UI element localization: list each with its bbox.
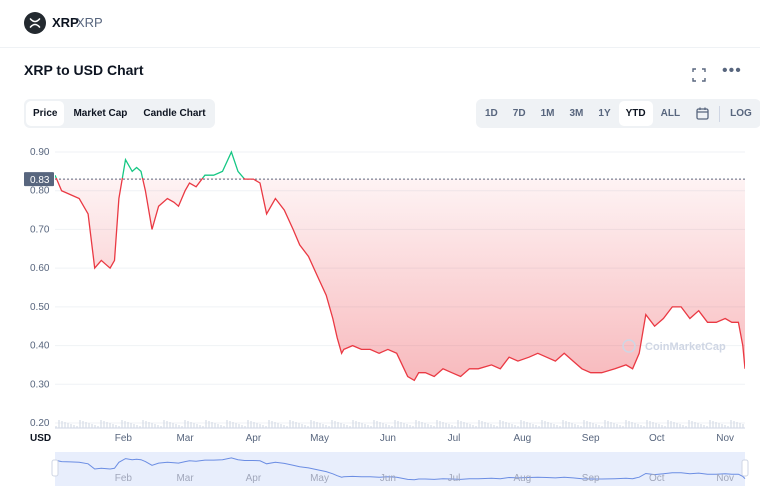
range-1y[interactable]: 1Y bbox=[598, 108, 611, 119]
navigator-tick-label: Feb bbox=[115, 473, 133, 484]
watermark: CoinMarketCap bbox=[645, 341, 726, 353]
current-price-badge bbox=[24, 172, 54, 187]
y-tick-label: 0.50 bbox=[30, 302, 50, 313]
top-bar: XRP XRP bbox=[0, 0, 760, 48]
x-tick-label: Jul bbox=[448, 433, 461, 444]
x-tick-label: Mar bbox=[176, 433, 194, 444]
x-tick-label: Feb bbox=[115, 433, 133, 444]
x-tick-label: Jun bbox=[380, 433, 396, 444]
log-toggle[interactable]: LOG bbox=[730, 108, 752, 119]
y-tick-label: 0.60 bbox=[30, 263, 50, 274]
tab-price[interactable]: Price bbox=[26, 101, 65, 126]
y-tick-label: 0.20 bbox=[30, 418, 50, 429]
axis-unit-label: USD bbox=[30, 433, 51, 444]
range-3m[interactable]: 3M bbox=[569, 108, 584, 119]
navigator-tick-label: Mar bbox=[176, 473, 194, 484]
navigator-tick-label: May bbox=[310, 473, 329, 484]
fullscreen-icon[interactable] bbox=[692, 68, 706, 82]
area-fill bbox=[55, 178, 745, 381]
price-line-down bbox=[55, 178, 745, 382]
coin-name: XRP bbox=[52, 15, 79, 30]
x-tick-label: Sep bbox=[582, 433, 600, 444]
range-all[interactable]: ALL bbox=[660, 108, 681, 119]
range-ytd[interactable]: YTD bbox=[618, 101, 653, 126]
y-tick-label: 0.90 bbox=[30, 147, 50, 158]
x-tick-label: Oct bbox=[649, 433, 665, 444]
x-tick-label: Apr bbox=[246, 433, 262, 444]
range-selector: 1D 7D 1M 3M 1Y YTD ALL LOG bbox=[476, 99, 760, 128]
x-tick-label: May bbox=[310, 433, 329, 444]
navigator-handle-left[interactable] bbox=[51, 459, 59, 477]
navigator-tick-label: Apr bbox=[246, 473, 262, 484]
range-divider bbox=[719, 105, 721, 122]
range-7d[interactable]: 7D bbox=[512, 108, 526, 119]
navigator-tick-label: Oct bbox=[649, 473, 665, 484]
x-tick-label: Aug bbox=[513, 433, 531, 444]
tab-market-cap[interactable]: Market Cap bbox=[73, 108, 128, 119]
range-1m[interactable]: 1M bbox=[540, 108, 555, 119]
tab-candle-chart[interactable]: Candle Chart bbox=[143, 108, 206, 119]
navigator-line bbox=[54, 457, 746, 481]
y-tick-label: 0.40 bbox=[30, 341, 50, 352]
navigator-handle-right[interactable] bbox=[741, 459, 749, 477]
y-tick-label: 0.70 bbox=[30, 224, 50, 235]
coin-symbol: XRP bbox=[76, 15, 103, 30]
calendar-icon[interactable] bbox=[688, 101, 716, 126]
navigator-tick-label: Jul bbox=[448, 473, 461, 484]
y-tick-label: 0.30 bbox=[30, 379, 50, 390]
navigator-window[interactable] bbox=[55, 452, 745, 486]
navigator-tick-label: Jun bbox=[380, 473, 396, 484]
chart-type-tabs: Price Market Cap Candle Chart bbox=[24, 99, 215, 128]
navigator-tick-label: Aug bbox=[513, 473, 531, 484]
navigator-tick-label: Nov bbox=[716, 473, 734, 484]
x-tick-label: Nov bbox=[716, 433, 734, 444]
current-price-label: 0.83 bbox=[30, 175, 50, 186]
more-dots-icon[interactable]: ••• bbox=[722, 62, 742, 79]
range-1d[interactable]: 1D bbox=[485, 108, 498, 119]
y-tick-label: 0.80 bbox=[30, 186, 50, 197]
watermark-logo-icon bbox=[622, 339, 636, 353]
navigator-tick-label: Sep bbox=[582, 473, 600, 484]
xrp-logo-icon bbox=[24, 12, 46, 34]
price-chart[interactable]: 0.90 0.80 0.70 0.60 0.50 0.40 0.30 0.20 0.83 Coin… bbox=[0, 140, 760, 495]
chart-title: XRP to USD Chart bbox=[24, 62, 144, 78]
